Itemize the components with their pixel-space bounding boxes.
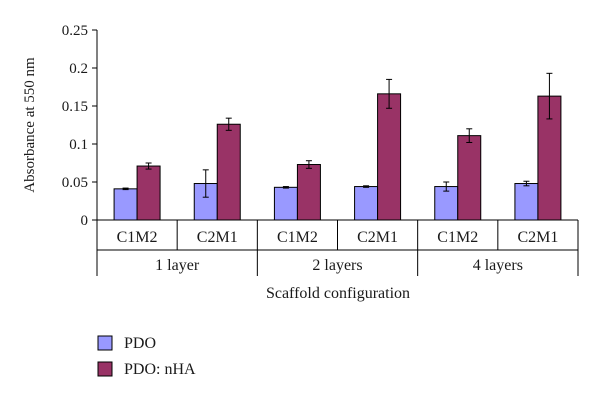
legend-item-pdo: PDO	[97, 335, 156, 352]
error-bar	[225, 117, 232, 131]
bar-pdo	[514, 183, 539, 221]
x-tick-label: C1M2	[277, 229, 318, 246]
legend-swatch-pdo	[97, 335, 113, 351]
y-tick-label: 0.1	[69, 137, 88, 153]
legend-item-pdo-nha: PDO: nHA	[97, 361, 196, 378]
x-tick-label: C2M1	[517, 229, 558, 246]
y-tick-label: 0.2	[69, 61, 88, 77]
legend-label-pdo-nha: PDO: nHA	[124, 361, 196, 378]
x-tick-label: C1M2	[117, 229, 158, 246]
y-tick-label: 0	[81, 213, 89, 229]
group-label: 2 layers	[312, 257, 362, 274]
error-bar	[145, 162, 152, 170]
plot-area: 00.050.10.150.20.25 C1M2 C2M1 C1M2 C2M1 C1M2…	[62, 23, 579, 276]
error-bar	[546, 72, 553, 120]
bar-pdo	[113, 188, 138, 221]
y-ticks: 0 0.05 0.1 0.15 0.2 0.25	[62, 23, 97, 229]
y-tick-label: 0.15	[62, 99, 88, 115]
error-bar	[305, 160, 312, 169]
error-bar	[386, 78, 393, 109]
x-tick-label: C2M1	[197, 229, 238, 246]
legend-label-pdo: PDO	[124, 335, 156, 352]
legend-swatch-pdo-nha	[97, 361, 113, 377]
error-bar	[466, 128, 473, 143]
error-bar	[122, 187, 129, 191]
bar-pdo	[354, 186, 379, 221]
bar-pdo	[273, 186, 298, 221]
x-tick-label: C1M2	[437, 229, 478, 246]
x-axis-category-table: C1M2 C2M1 C1M2 C2M1 C1M2 C2M1 1 layer 2 layers 4…	[96, 220, 579, 276]
bar-pdo-nha	[457, 135, 482, 221]
y-axis-label: Absorbance at 550 nm	[22, 57, 38, 193]
error-bar	[202, 169, 209, 198]
group-label: 4 layers	[473, 257, 523, 274]
y-tick-label: 0.25	[62, 23, 88, 39]
error-bar	[282, 186, 289, 189]
x-axis-label: Scaffold configuration	[266, 285, 410, 302]
x-tick-label: C2M1	[357, 229, 398, 246]
error-bar	[363, 185, 370, 188]
bar-pdo-nha	[136, 165, 161, 221]
error-bars	[122, 72, 553, 198]
y-tick-label: 0.05	[62, 175, 88, 191]
error-bar	[523, 180, 530, 187]
bars	[113, 93, 562, 221]
error-bar	[443, 181, 450, 192]
bar-pdo-nha	[296, 164, 321, 221]
bar-pdo-nha	[216, 123, 241, 221]
group-label: 1 layer	[155, 257, 200, 274]
legend: PDO PDO: nHA	[97, 335, 196, 378]
bar-pdo-nha	[377, 93, 402, 221]
